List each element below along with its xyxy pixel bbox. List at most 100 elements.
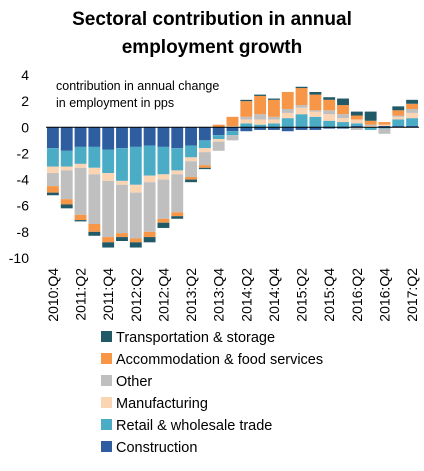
bar-segment — [185, 179, 197, 183]
bar-segment — [102, 242, 115, 248]
legend-swatch — [101, 419, 112, 430]
bar-segment — [295, 114, 308, 128]
bar-segment — [198, 127, 211, 141]
bar-segment — [116, 148, 128, 181]
bar-segment — [171, 212, 184, 217]
bar-segment — [157, 218, 170, 223]
bar-segment — [268, 116, 280, 120]
bar-segment — [281, 91, 294, 109]
bar-segment — [88, 174, 101, 225]
bar-segment — [268, 127, 280, 130]
bar-segment — [323, 120, 336, 128]
x-tick-label: 2012:Q4 — [155, 268, 171, 322]
bar-segment — [240, 123, 253, 128]
legend: Transportation & storage Accommodation & … — [101, 330, 323, 456]
bar-segment — [350, 111, 363, 116]
bar-segment — [60, 127, 73, 151]
annotation-line-2: in employment in pps — [56, 96, 174, 110]
bar-segment — [116, 127, 128, 149]
legend-label: Accommodation & food services — [116, 352, 323, 368]
bar-segment — [392, 106, 405, 111]
bar-segment — [198, 140, 211, 149]
bar-segment — [226, 127, 239, 132]
bar-segment — [295, 105, 308, 108]
bar-segment — [268, 98, 280, 100]
bar-segment — [378, 128, 391, 134]
bar-segment — [116, 184, 128, 234]
bar-segment — [88, 167, 101, 175]
bar-segment — [323, 127, 336, 129]
bar-segment — [116, 180, 128, 185]
bar-segment — [268, 99, 280, 117]
bar-segment — [364, 120, 377, 125]
bar-segment — [102, 237, 115, 243]
y-axis-tick-labels: 4 2 0 -2 -4 -6 -8 -10 — [9, 67, 29, 266]
bar-segment — [392, 110, 405, 116]
bar-segment — [102, 180, 115, 238]
bar-segment — [240, 99, 253, 102]
bar-segment — [129, 146, 142, 185]
bar-segment — [337, 127, 349, 129]
bar-segment — [60, 150, 73, 167]
bar-segment — [185, 145, 197, 158]
y-tick-label: -10 — [9, 250, 29, 266]
bar-segment — [392, 119, 405, 126]
bar-segment — [309, 127, 322, 130]
bar-segment — [309, 94, 322, 111]
legend-label: Retail & wholesale trade — [116, 418, 272, 434]
bar-segment — [60, 204, 73, 209]
x-tick-label: 2016:Q4 — [376, 268, 392, 322]
bar-segment — [88, 231, 101, 236]
bar-segment — [171, 174, 184, 213]
bar-segment — [337, 114, 349, 119]
bar-segment — [309, 116, 322, 128]
bar-segment — [185, 176, 197, 180]
bar-segment — [378, 124, 391, 126]
bar-segment — [102, 149, 115, 174]
bar-segment — [74, 146, 87, 164]
bar-segment — [323, 114, 336, 121]
bar-segment — [240, 127, 253, 132]
legend-label: Construction — [116, 440, 197, 456]
bar-segment — [281, 112, 294, 119]
bar-segment — [60, 170, 73, 200]
bar-segment — [281, 118, 294, 128]
bar-segment — [309, 91, 322, 95]
bars — [46, 86, 419, 248]
bar-segment — [143, 127, 156, 146]
bar-segment — [198, 165, 211, 168]
bar-segment — [171, 127, 184, 149]
x-tick-label: 2015:Q4 — [321, 268, 337, 322]
y-tick-label: -4 — [17, 172, 30, 188]
bar-segment — [309, 111, 322, 117]
bar-segment — [378, 127, 391, 129]
x-tick-label: 2011:Q4 — [100, 268, 116, 321]
bar-segment — [171, 148, 184, 171]
bar-segment — [74, 167, 87, 215]
bar-segment — [157, 146, 170, 175]
bar-segment — [157, 174, 170, 180]
y-tick-label: 4 — [21, 67, 29, 83]
bar-segment — [240, 116, 253, 120]
bar-segment — [129, 192, 142, 239]
bar-segment — [350, 115, 363, 120]
bar-segment — [157, 179, 170, 219]
bar-segment — [226, 125, 239, 128]
bar-segment — [392, 115, 405, 117]
bar-segment — [337, 98, 349, 106]
bar-segment — [254, 94, 267, 96]
bar-segment — [143, 237, 156, 243]
bar-segment — [254, 124, 267, 128]
annotation-line-1: contribution in annual change — [56, 79, 219, 93]
bar-segment — [406, 108, 419, 113]
bar-segment — [185, 127, 197, 146]
bar-segment — [406, 99, 419, 104]
legend-swatch — [101, 331, 112, 342]
bar-segment — [143, 231, 156, 238]
bar-segment — [129, 242, 142, 248]
bar-segment — [281, 108, 294, 113]
bar-segment — [185, 161, 197, 177]
bar-segment — [46, 166, 59, 174]
bar-segment — [46, 148, 59, 167]
